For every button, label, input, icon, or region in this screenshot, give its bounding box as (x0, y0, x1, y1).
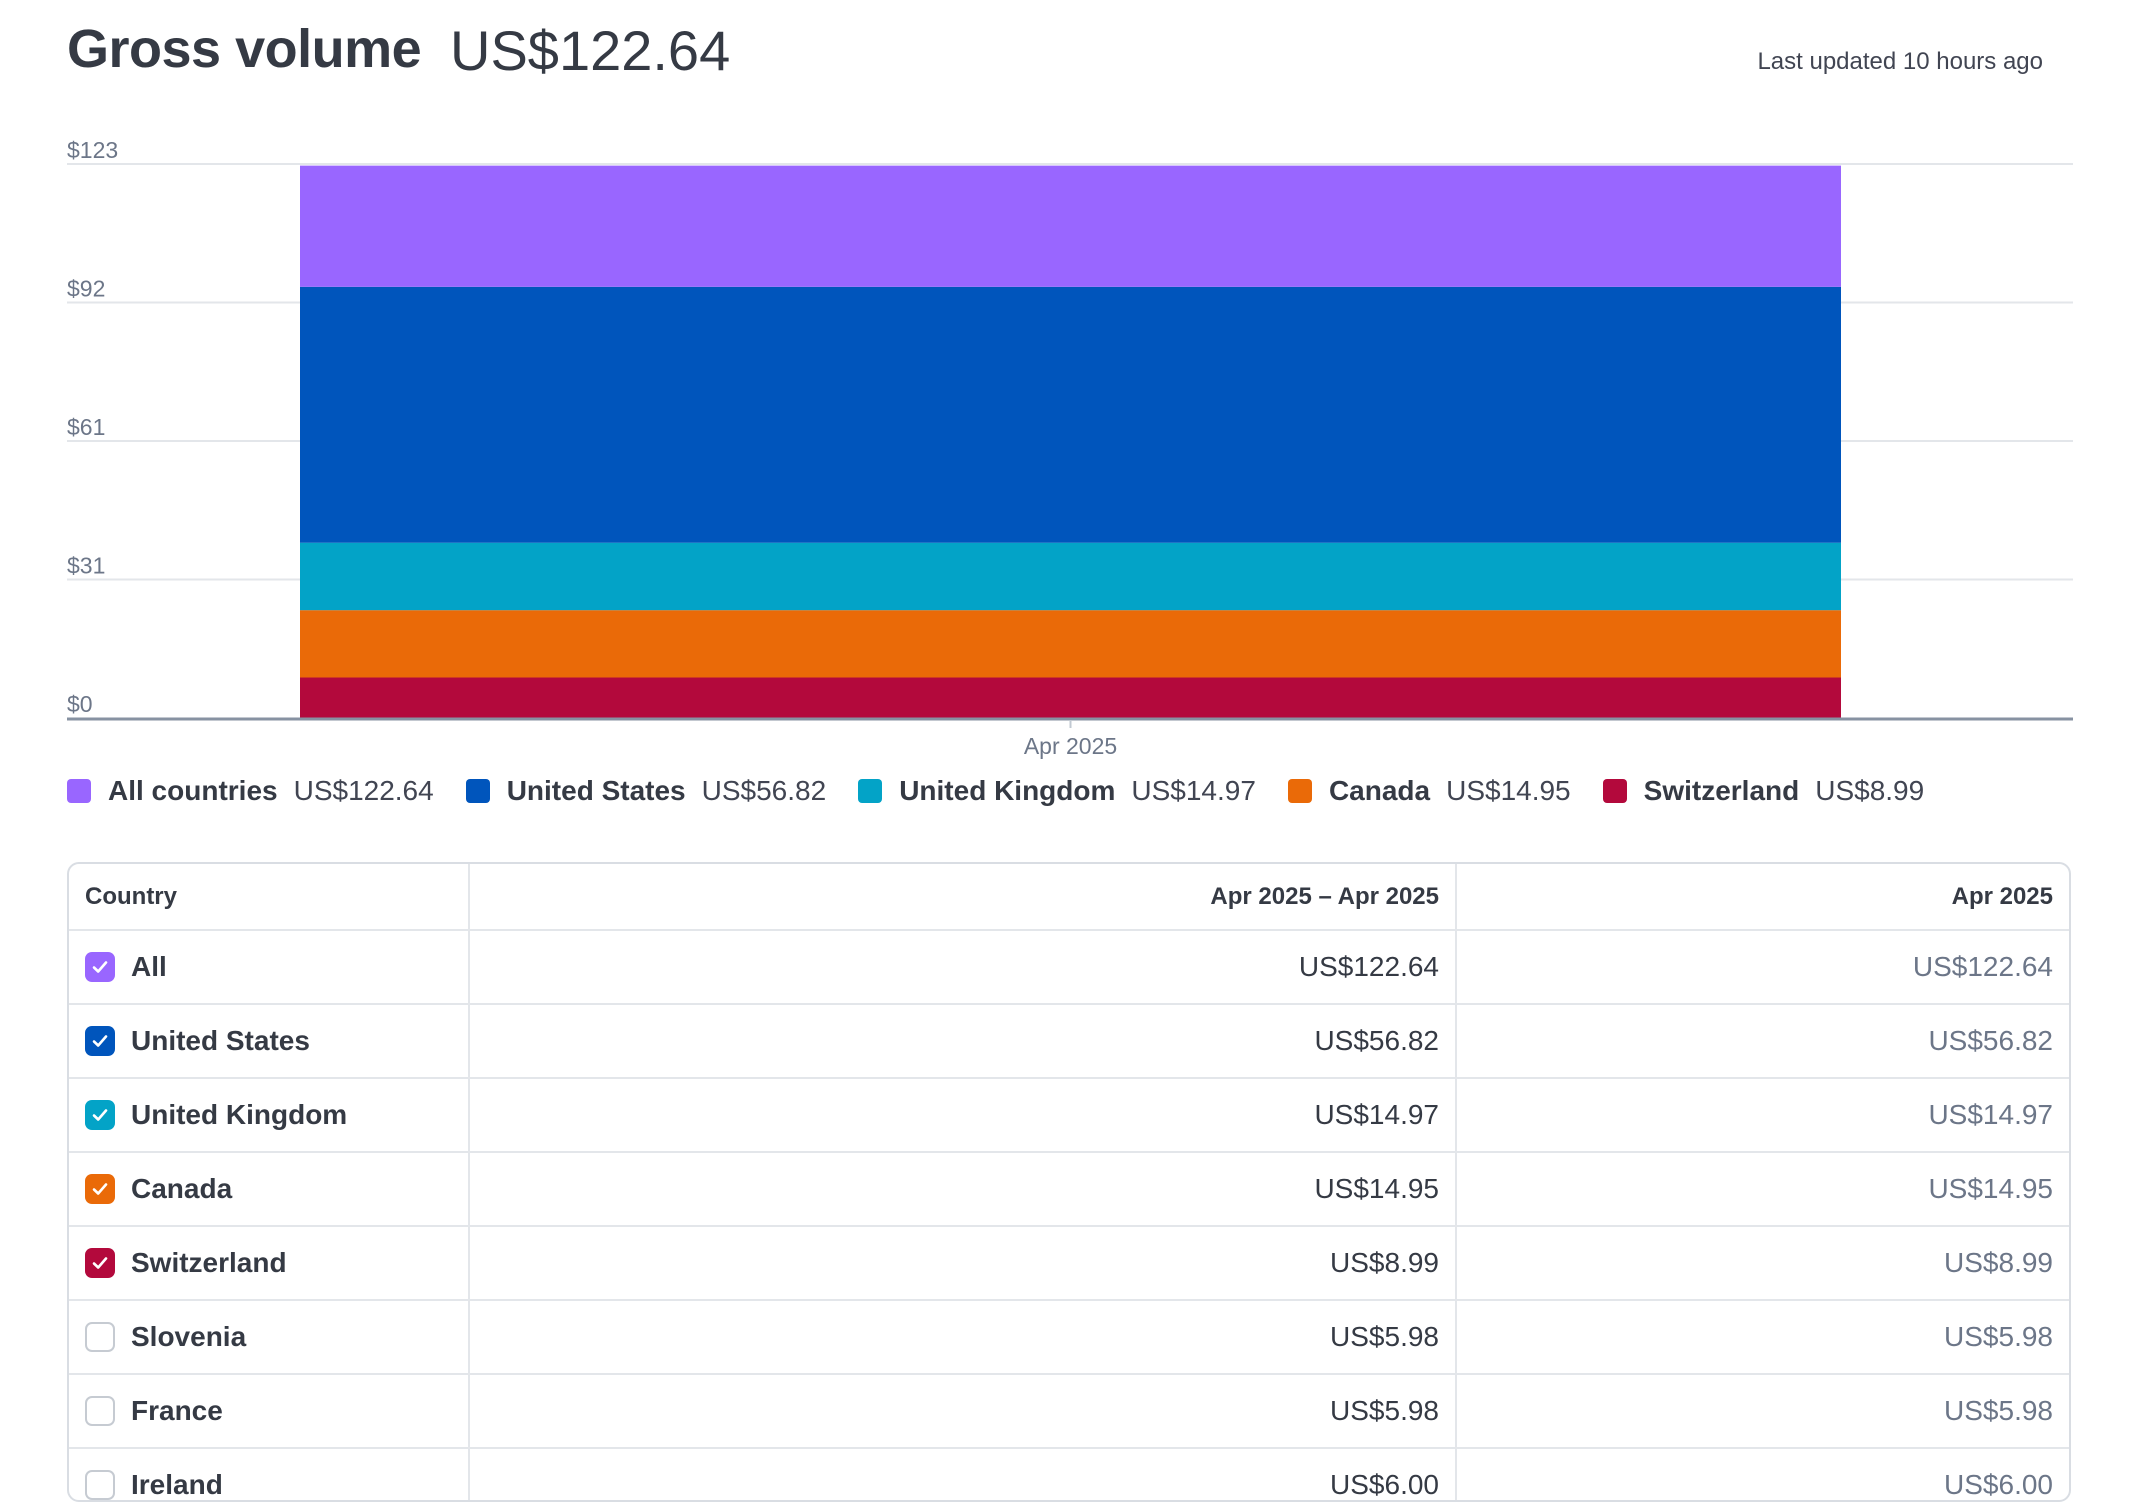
row-checkbox[interactable] (85, 1100, 115, 1130)
bar-segment[interactable] (300, 677, 1841, 718)
table-row[interactable]: Canada US$14.95 US$14.95 (69, 1152, 2069, 1227)
row-checkbox[interactable] (85, 1174, 115, 1204)
y-tick-label: $123 (67, 137, 118, 163)
month-value-cell: US$6.00 (1456, 1448, 2069, 1500)
table-row[interactable]: Switzerland US$8.99 US$8.99 (69, 1226, 2069, 1301)
month-value-cell: US$122.64 (1456, 930, 2069, 1005)
table-row[interactable]: United States US$56.82 US$56.82 (69, 1004, 2069, 1079)
month-value-cell: US$5.98 (1456, 1300, 2069, 1375)
country-cell: United States (69, 1004, 470, 1079)
range-column-header[interactable]: Apr 2025 – Apr 2025 (469, 864, 1457, 931)
country-cell: Ireland (69, 1448, 470, 1500)
y-tick-label: $92 (67, 276, 105, 302)
row-checkbox[interactable] (85, 952, 115, 982)
legend-value: US$56.82 (701, 775, 827, 806)
country-name: Canada (131, 1173, 233, 1204)
country-name: All (131, 951, 167, 982)
x-tick-label: Apr 2025 (1024, 733, 1117, 759)
month-column-header[interactable]: Apr 2025 (1456, 864, 2069, 931)
check-icon (92, 961, 108, 973)
y-tick-label: $61 (67, 414, 105, 440)
bar-segment[interactable] (300, 610, 1841, 678)
legend-swatch (67, 779, 91, 803)
country-cell: Switzerland (69, 1226, 470, 1301)
country-name: United States (131, 1025, 310, 1056)
table-row[interactable]: United Kingdom US$14.97 US$14.97 (69, 1078, 2069, 1153)
range-value-cell: US$6.00 (469, 1448, 1457, 1500)
legend-swatch (1602, 779, 1627, 803)
legend-value: US$14.95 (1446, 775, 1571, 806)
legend-swatch (858, 779, 883, 803)
range-value-cell: US$5.98 (469, 1374, 1457, 1449)
legend-swatch (465, 779, 490, 803)
legend-item[interactable]: United Kingdom US$14.97 (858, 775, 1256, 807)
country-name: United Kingdom (131, 1099, 348, 1130)
range-value-cell: US$8.99 (469, 1226, 1457, 1301)
bar-segment[interactable] (300, 165, 1841, 287)
range-value-cell: US$56.82 (469, 1004, 1457, 1079)
table-row[interactable]: All US$122.64 US$122.64 (69, 930, 2069, 1005)
row-checkbox[interactable] (85, 1322, 115, 1352)
legend-label: All countries (108, 775, 278, 806)
month-value-cell: US$14.95 (1456, 1152, 2069, 1227)
page-title: Gross volume (67, 19, 422, 79)
table-row[interactable]: Ireland US$6.00 US$6.00 (69, 1448, 2069, 1500)
month-value-cell: US$5.98 (1456, 1374, 2069, 1449)
legend-item[interactable]: All countries US$122.64 (67, 775, 434, 807)
check-icon (92, 1035, 108, 1047)
table-row[interactable]: France US$5.98 US$5.98 (69, 1374, 2069, 1449)
legend-label: United States (506, 775, 686, 806)
y-tick-label: $0 (67, 691, 93, 717)
legend-label: United Kingdom (899, 775, 1116, 806)
country-cell: Canada (69, 1152, 470, 1227)
row-checkbox[interactable] (85, 1396, 115, 1426)
check-icon (92, 1183, 108, 1195)
country-cell: France (69, 1374, 470, 1449)
month-value-cell: US$56.82 (1456, 1004, 2069, 1079)
legend-label: Switzerland (1643, 775, 1800, 806)
legend-label: Canada (1328, 775, 1431, 806)
country-cell: All (69, 930, 470, 1005)
country-name: Slovenia (131, 1321, 247, 1352)
check-icon (92, 1257, 108, 1269)
range-value-cell: US$14.95 (469, 1152, 1457, 1227)
month-value-cell: US$8.99 (1456, 1226, 2069, 1301)
total-value: US$122.64 (450, 19, 731, 82)
country-name: France (131, 1395, 223, 1426)
country-table: Country Apr 2025 – Apr 2025 Apr 2025 All… (67, 862, 2071, 1502)
country-name: Switzerland (131, 1247, 287, 1278)
legend-item[interactable]: Switzerland US$8.99 (1602, 775, 1925, 807)
row-checkbox[interactable] (85, 1248, 115, 1278)
month-value-cell: US$14.97 (1456, 1078, 2069, 1153)
legend-value: US$14.97 (1131, 775, 1256, 806)
row-checkbox[interactable] (85, 1026, 115, 1056)
row-checkbox[interactable] (85, 1470, 115, 1500)
range-value-cell: US$5.98 (469, 1300, 1457, 1375)
page-header: Gross volume US$122.64 Last updated 10 h… (67, 18, 2073, 98)
legend-item[interactable]: Canada US$14.95 (1287, 775, 1571, 807)
last-updated-text: Last updated 10 hours ago (1757, 48, 2043, 75)
range-value-cell: US$14.97 (469, 1078, 1457, 1153)
legend-value: US$8.99 (1815, 775, 1925, 806)
bar-segment[interactable] (300, 542, 1841, 611)
country-cell: United Kingdom (69, 1078, 470, 1153)
country-column-header[interactable]: Country (69, 864, 470, 931)
legend-item[interactable]: United States US$56.82 (465, 775, 827, 807)
y-tick-label: $31 (67, 553, 105, 579)
check-icon (92, 1109, 108, 1121)
country-name: Ireland (131, 1469, 223, 1500)
range-value-cell: US$122.64 (469, 930, 1457, 1005)
table-header-row: Country Apr 2025 – Apr 2025 Apr 2025 (69, 864, 2069, 931)
table-row[interactable]: Slovenia US$5.98 US$5.98 (69, 1300, 2069, 1375)
legend-value: US$122.64 (293, 775, 434, 806)
bar-segment[interactable] (300, 286, 1841, 543)
country-cell: Slovenia (69, 1300, 470, 1375)
gross-volume-chart: $0 $31 $61 $92 $123 Apr 2025 (67, 137, 2073, 759)
chart-legend: All countries US$122.64 United States US$56… (67, 775, 1956, 807)
legend-swatch (1287, 779, 1312, 803)
